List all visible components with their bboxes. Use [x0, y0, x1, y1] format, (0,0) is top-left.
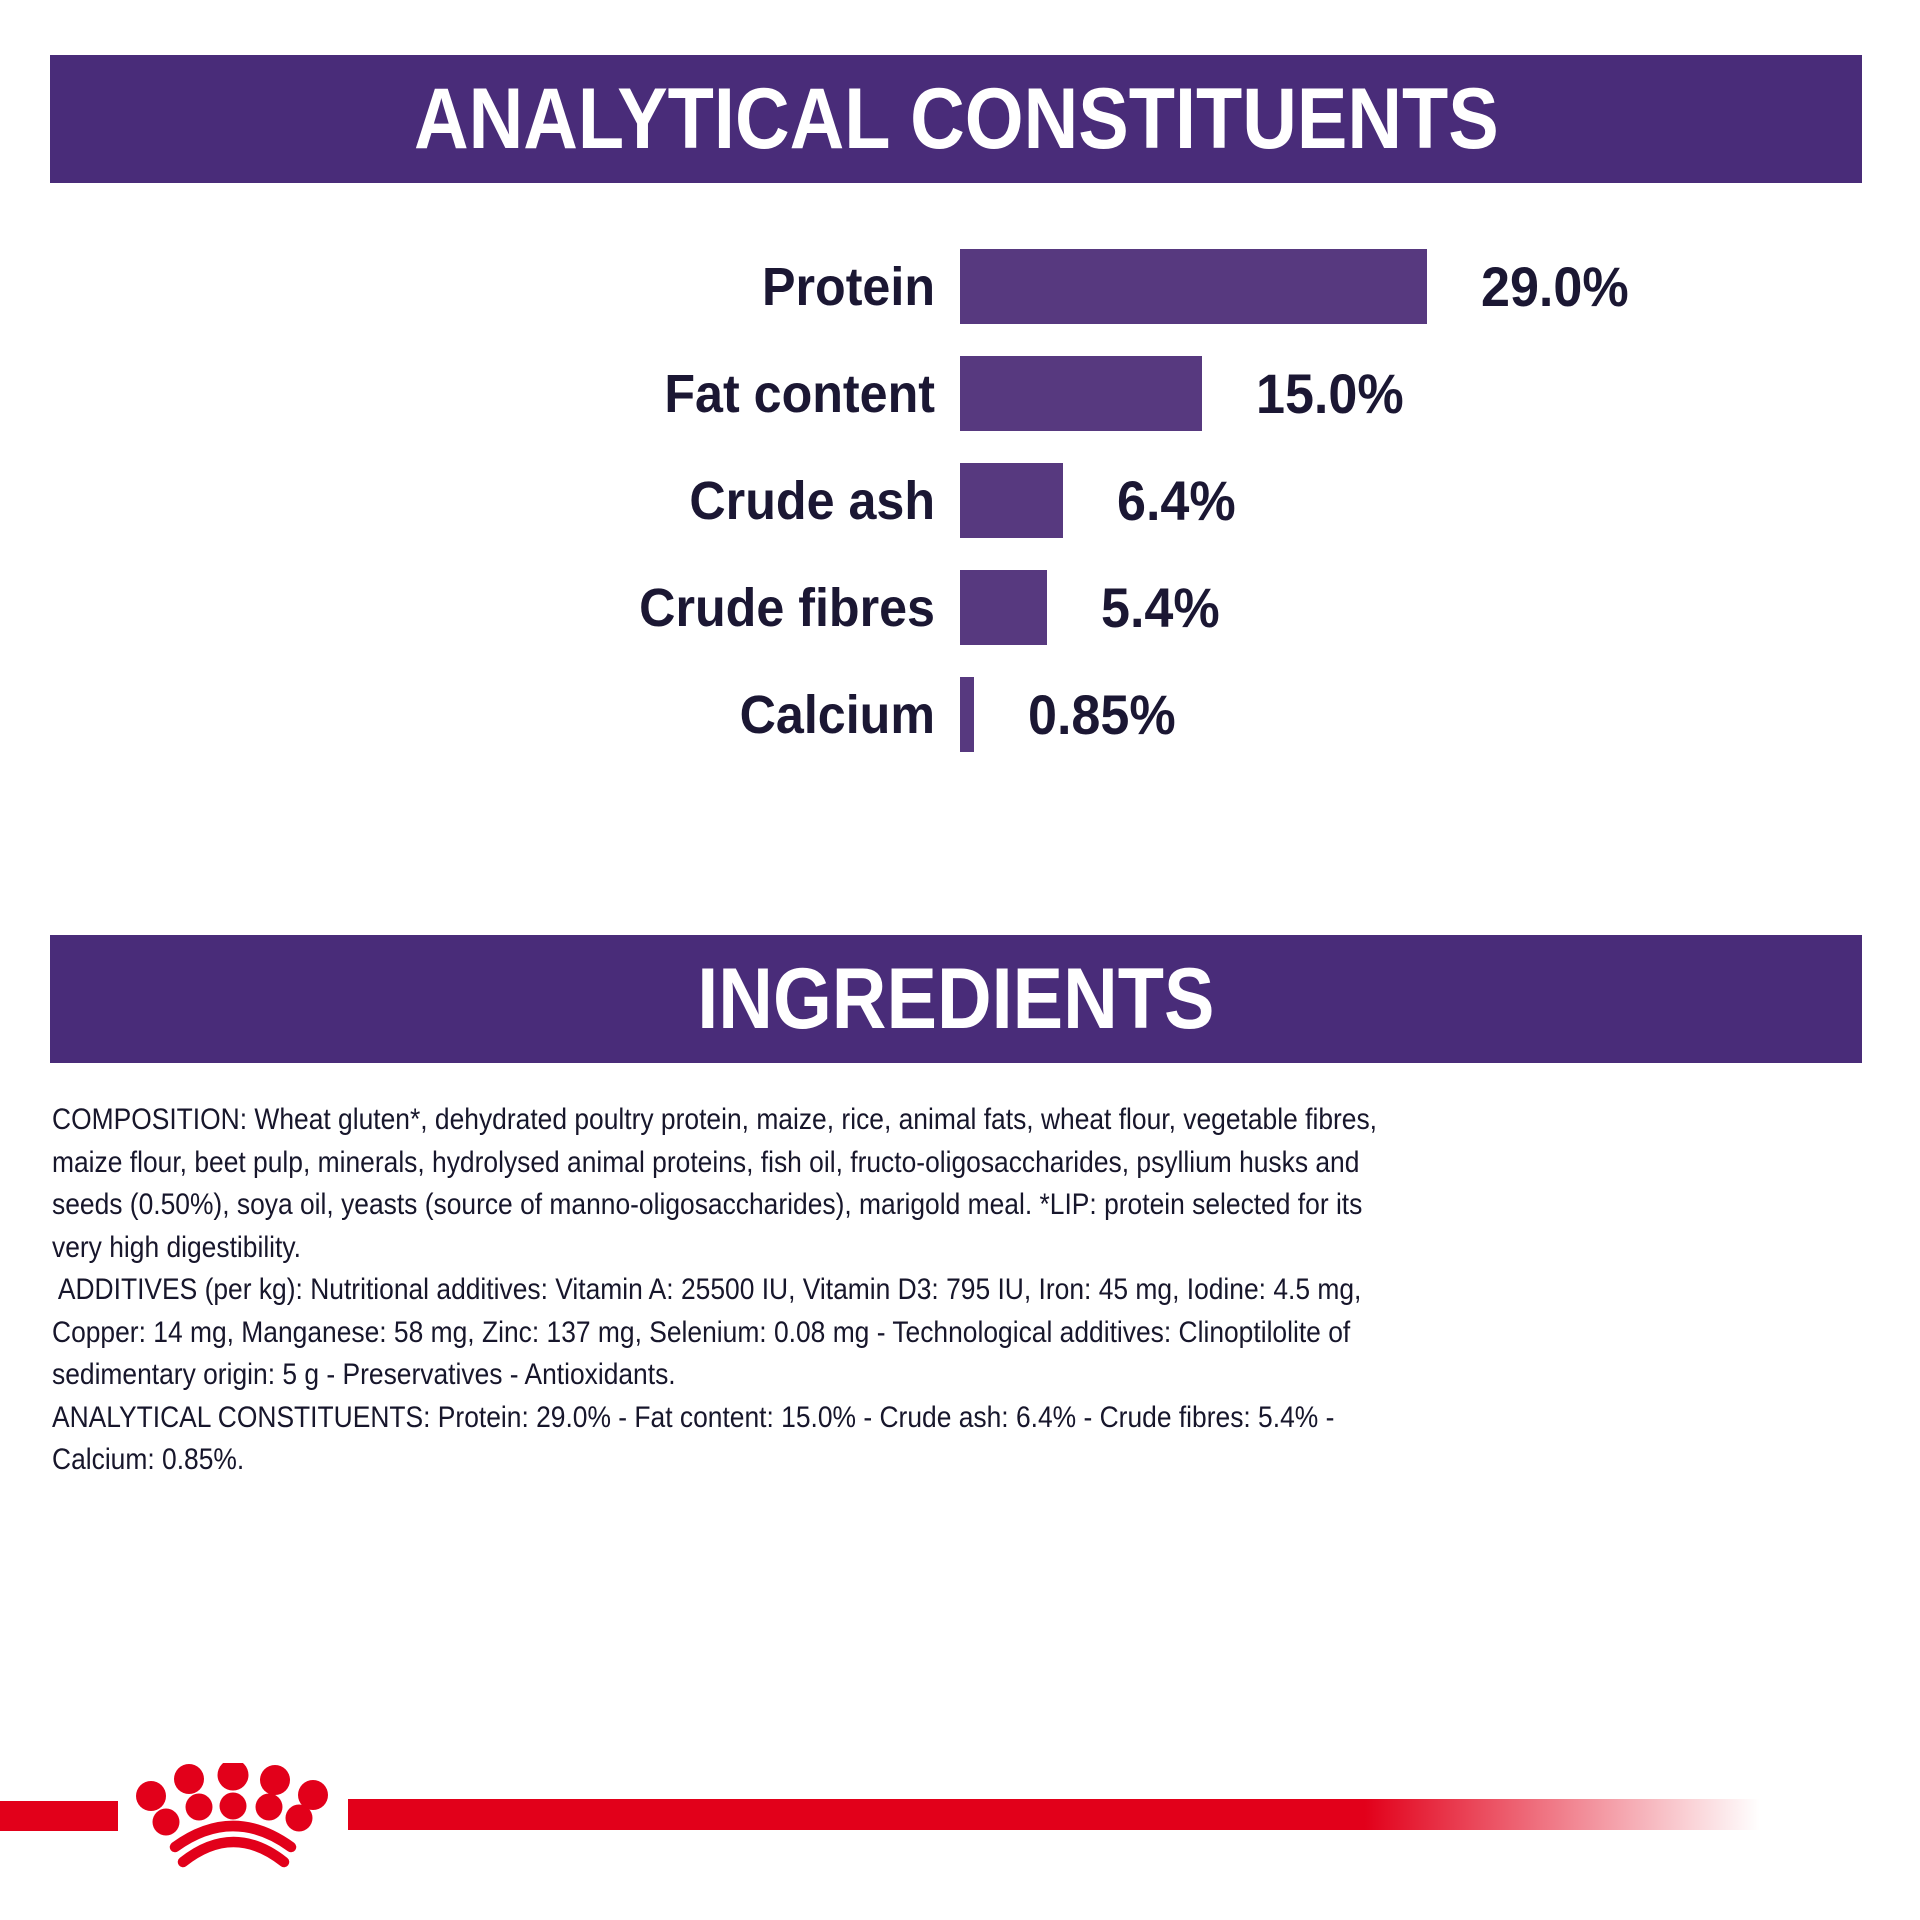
chart-row: Calcium 0.85% — [0, 661, 1920, 768]
analytical-constituents-title: ANALYTICAL CONSTITUENTS — [413, 70, 1499, 167]
chart-value-label: 29.0% — [1481, 255, 1629, 318]
chart-category-label: Calcium — [739, 684, 935, 745]
text-line: Copper: 14 mg, Manganese: 58 mg, Zinc: 1… — [52, 1315, 1351, 1349]
text-line: maize flour, beet pulp, minerals, hydrol… — [52, 1145, 1360, 1179]
analytical-constituents-chart: Protein 29.0% Fat content 15.0% Crude ash 6.4… — [0, 233, 1920, 768]
crown-icon — [136, 1759, 328, 1868]
text-line: ANALYTICAL CONSTITUENTS: Protein: 29.0% … — [52, 1400, 1335, 1434]
chart-bar — [960, 677, 974, 752]
chart-bar — [960, 570, 1047, 645]
chart-category-label: Crude ash — [689, 470, 935, 531]
brand-line-left — [0, 1801, 118, 1831]
text-line: COMPOSITION: Wheat gluten*, dehydrated p… — [52, 1103, 1378, 1136]
text-line: very high digestibility. — [52, 1230, 301, 1264]
chart-row: Protein 29.0% — [0, 233, 1920, 340]
chart-bar — [960, 356, 1202, 431]
brand-line-right — [348, 1799, 1760, 1830]
chart-category-label: Protein — [761, 256, 935, 317]
text-line: ADDITIVES (per kg): Nutritional additive… — [52, 1273, 1362, 1306]
analytical-constituents-banner: ANALYTICAL CONSTITUENTS — [50, 55, 1862, 183]
royal-canin-crown-logo — [110, 1759, 350, 1875]
ingredients-title: INGREDIENTS — [697, 950, 1215, 1047]
chart-row: Fat content 15.0% — [0, 340, 1920, 447]
text-line: Calcium: 0.85%. — [52, 1443, 245, 1476]
chart-row: Crude ash 6.4% — [0, 447, 1920, 554]
chart-bar — [960, 249, 1427, 324]
chart-category-label: Fat content — [664, 363, 935, 424]
chart-value-label: 6.4% — [1117, 469, 1236, 532]
text-line: sedimentary origin: 5 g - Preservatives … — [52, 1358, 676, 1391]
ingredients-banner: INGREDIENTS — [50, 935, 1862, 1063]
chart-value-label: 15.0% — [1256, 362, 1404, 425]
chart-bar — [960, 463, 1063, 538]
ingredients-text-block: COMPOSITION: Wheat gluten*, dehydrated p… — [52, 1099, 1892, 1482]
chart-value-label: 0.85% — [1028, 683, 1176, 746]
chart-value-label: 5.4% — [1101, 576, 1220, 639]
chart-category-label: Crude fibres — [639, 577, 935, 638]
chart-row: Crude fibres 5.4% — [0, 554, 1920, 661]
text-line: seeds (0.50%), soya oil, yeasts (source … — [52, 1188, 1363, 1221]
